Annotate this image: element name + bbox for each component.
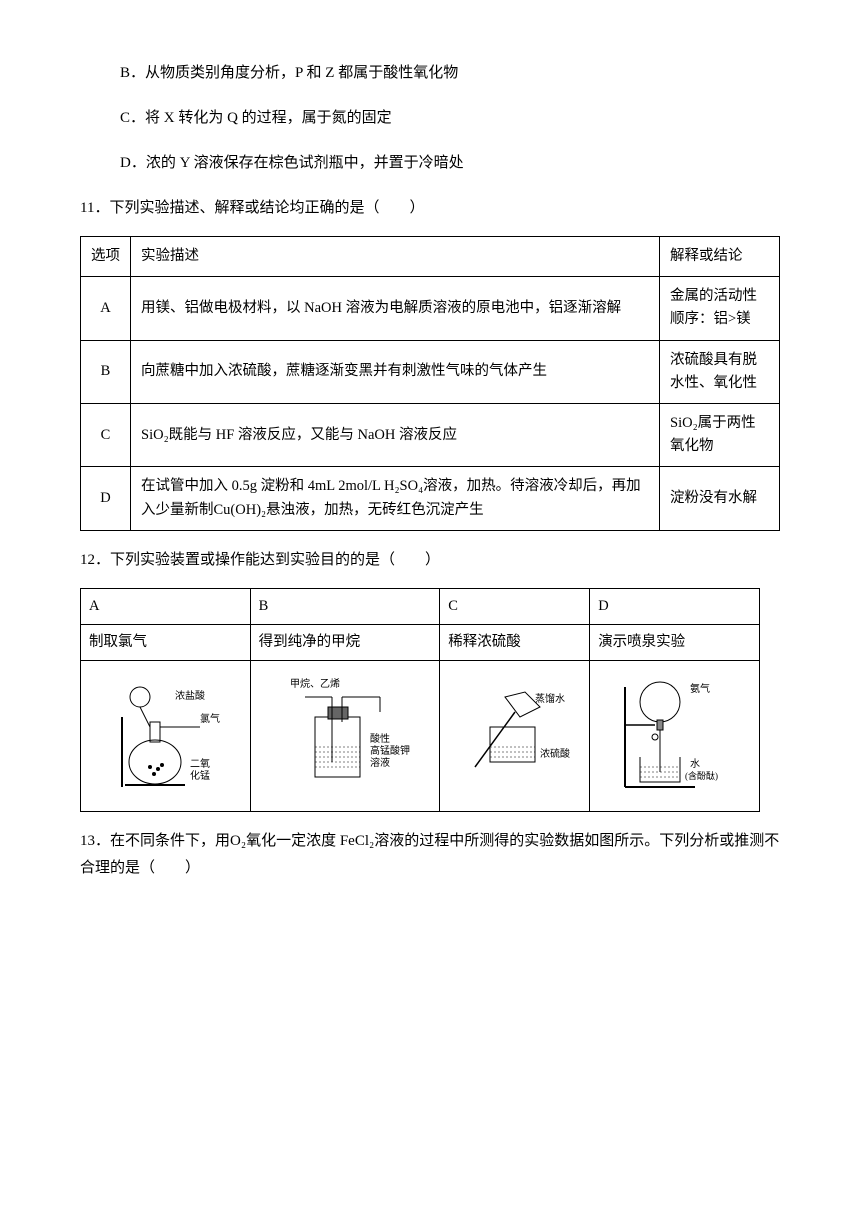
question-12-table: A B C D 制取氯气 得到纯净的甲烷 稀释浓硫酸 演示喷泉实验 浓盐酸 [80, 588, 760, 813]
cell-b-opt: B [81, 340, 131, 403]
cell-d-desc: 在试管中加入 0.5g 淀粉和 4mL 2mol/L H₂SO₄溶液，加热。待溶… [131, 467, 660, 530]
purpose-d: 演示喷泉实验 [590, 624, 760, 660]
cell-c-desc: SiO₂既能与 HF 溶液反应，又能与 NaOH 溶液反应 [131, 403, 660, 466]
gas-washing-diagram-icon: 甲烷、乙烯 酸性 高锰酸钾 溶液 [270, 667, 420, 797]
diagram-d-cell: 氨气 水 (含酚酞) [590, 661, 760, 812]
svg-text:二氧: 二氧 [190, 757, 210, 770]
header-c: C [440, 588, 590, 624]
svg-text:溶液: 溶液 [370, 756, 390, 769]
svg-text:蒸馏水: 蒸馏水 [535, 692, 565, 705]
cell-a-opt: A [81, 277, 131, 340]
purpose-b: 得到纯净的甲烷 [250, 624, 440, 660]
cell-c-conc: SiO₂属于两性氧化物 [660, 403, 780, 466]
svg-text:浓硫酸: 浓硫酸 [540, 747, 570, 760]
question-13-text: 13．在不同条件下，用O₂氧化一定浓度 FeCl₂溶液的过程中所测得的实验数据如… [80, 828, 780, 882]
table-row-d: D 在试管中加入 0.5g 淀粉和 4mL 2mol/L H₂SO₄溶液，加热。… [81, 467, 780, 530]
svg-text:氨气: 氨气 [690, 682, 710, 695]
diagram-a-cell: 浓盐酸 氯气 二氧 化锰 [81, 661, 251, 812]
cell-d-opt: D [81, 467, 131, 530]
table-row-a: A 用镁、铝做电极材料，以 NaOH 溶液为电解质溶液的原电池中，铝逐渐溶解 金… [81, 277, 780, 340]
table2-diagram-row: 浓盐酸 氯气 二氧 化锰 甲烷、乙烯 酸性 [81, 661, 760, 812]
table-row-b: B 向蔗糖中加入浓硫酸，蔗糖逐渐变黑并有刺激性气味的气体产生 浓硫酸具有脱水性、… [81, 340, 780, 403]
cell-b-desc: 向蔗糖中加入浓硫酸，蔗糖逐渐变黑并有刺激性气味的气体产生 [131, 340, 660, 403]
option-d: D．浓的 Y 溶液保存在棕色试剂瓶中，并置于冷暗处 [80, 150, 780, 177]
header-a: A [81, 588, 251, 624]
fountain-diagram-icon: 氨气 水 (含酚酞) [605, 667, 745, 797]
table2-purpose-row: 制取氯气 得到纯净的甲烷 稀释浓硫酸 演示喷泉实验 [81, 624, 760, 660]
question-11-text: 11．下列实验描述、解释或结论均正确的是（ ） [80, 195, 780, 222]
table-header-row: 选项 实验描述 解释或结论 [81, 237, 780, 277]
flask-diagram-icon: 浓盐酸 氯气 二氧 化锰 [100, 667, 230, 797]
cell-d-conc: 淀粉没有水解 [660, 467, 780, 530]
svg-text:浓盐酸: 浓盐酸 [175, 689, 205, 702]
beaker-pour-diagram-icon: 蒸馏水 浓硫酸 [450, 667, 580, 797]
cell-a-desc: 用镁、铝做电极材料，以 NaOH 溶液为电解质溶液的原电池中，铝逐渐溶解 [131, 277, 660, 340]
cell-c-opt: C [81, 403, 131, 466]
svg-text:化锰: 化锰 [190, 769, 210, 782]
header-d: D [590, 588, 760, 624]
header-option: 选项 [81, 237, 131, 277]
svg-text:水: 水 [690, 758, 700, 770]
svg-text:(含酚酞): (含酚酞) [685, 770, 718, 781]
table-row-c: C SiO₂既能与 HF 溶液反应，又能与 NaOH 溶液反应 SiO₂属于两性… [81, 403, 780, 466]
diagram-b-cell: 甲烷、乙烯 酸性 高锰酸钾 溶液 [250, 661, 440, 812]
svg-text:氯气: 氯气 [200, 712, 220, 725]
purpose-c: 稀释浓硫酸 [440, 624, 590, 660]
svg-text:高锰酸钾: 高锰酸钾 [370, 744, 410, 757]
svg-text:酸性: 酸性 [370, 732, 390, 745]
header-description: 实验描述 [131, 237, 660, 277]
svg-text:甲烷、乙烯: 甲烷、乙烯 [290, 677, 340, 690]
header-b: B [250, 588, 440, 624]
question-12-text: 12．下列实验装置或操作能达到实验目的的是（ ） [80, 547, 780, 574]
purpose-a: 制取氯气 [81, 624, 251, 660]
table2-header-row: A B C D [81, 588, 760, 624]
cell-a-conc: 金属的活动性顺序：铝>镁 [660, 277, 780, 340]
option-c: C．将 X 转化为 Q 的过程，属于氮的固定 [80, 105, 780, 132]
cell-b-conc: 浓硫酸具有脱水性、氧化性 [660, 340, 780, 403]
header-conclusion: 解释或结论 [660, 237, 780, 277]
option-b: B．从物质类别角度分析，P 和 Z 都属于酸性氧化物 [80, 60, 780, 87]
diagram-c-cell: 蒸馏水 浓硫酸 [440, 661, 590, 812]
question-11-table: 选项 实验描述 解释或结论 A 用镁、铝做电极材料，以 NaOH 溶液为电解质溶… [80, 236, 780, 531]
